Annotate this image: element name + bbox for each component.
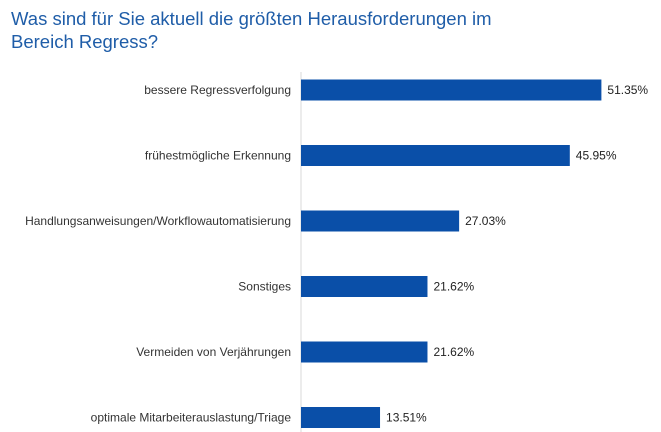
category-label: Vermeiden von Verjährungen <box>136 345 291 359</box>
value-label: 45.95% <box>576 149 617 163</box>
value-label: 51.35% <box>607 83 648 97</box>
category-label: Handlungsanweisungen/Workflowautomatisie… <box>25 214 291 228</box>
value-label: 21.62% <box>433 345 474 359</box>
bar <box>301 145 570 166</box>
bar <box>301 210 460 232</box>
category-label: Sonstiges <box>238 280 291 294</box>
value-label: 27.03% <box>465 214 506 228</box>
value-label: 21.62% <box>433 280 474 294</box>
bar <box>301 276 428 297</box>
category-label: optimale Mitarbeiterauslastung/Triage <box>91 411 292 425</box>
category-label: frühestmögliche Erkennung <box>145 149 291 163</box>
category-label: bessere Regressverfolgung <box>144 83 291 97</box>
bar <box>301 407 381 428</box>
bar <box>301 79 602 101</box>
bar <box>301 341 428 363</box>
value-label: 13.51% <box>386 411 427 425</box>
chart-title: Was sind für Sie aktuell die größten Her… <box>11 8 492 52</box>
